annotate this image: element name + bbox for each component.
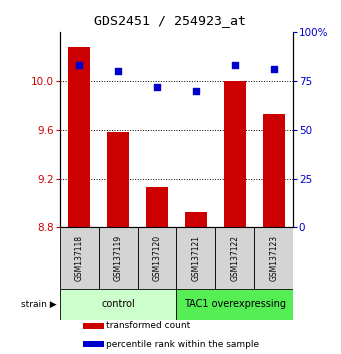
- Text: GSM137118: GSM137118: [75, 235, 84, 281]
- Text: GSM137121: GSM137121: [191, 235, 201, 281]
- Text: GSM137122: GSM137122: [231, 235, 239, 281]
- Bar: [224, 81, 246, 228]
- Point: [193, 88, 199, 93]
- Bar: [185, 212, 207, 228]
- Text: GSM137119: GSM137119: [114, 235, 122, 281]
- Point: [154, 84, 160, 90]
- Text: transformed count: transformed count: [106, 321, 191, 330]
- Bar: [177, 289, 293, 320]
- Text: TAC1 overexpressing: TAC1 overexpressing: [184, 299, 286, 309]
- Bar: [107, 132, 129, 228]
- Bar: [60, 228, 99, 289]
- Bar: [216, 228, 254, 289]
- Point: [76, 62, 82, 68]
- Text: strain ▶: strain ▶: [21, 300, 56, 309]
- Bar: [83, 341, 104, 347]
- Bar: [83, 323, 104, 329]
- Bar: [60, 289, 177, 320]
- Bar: [69, 46, 90, 228]
- Text: GSM137120: GSM137120: [152, 235, 162, 281]
- Point: [271, 66, 277, 72]
- Text: GDS2451 / 254923_at: GDS2451 / 254923_at: [94, 14, 247, 27]
- Bar: [146, 187, 168, 228]
- Bar: [177, 228, 216, 289]
- Bar: [137, 228, 177, 289]
- Text: control: control: [101, 299, 135, 309]
- Bar: [263, 114, 284, 228]
- Text: percentile rank within the sample: percentile rank within the sample: [106, 340, 260, 349]
- Point: [232, 62, 238, 68]
- Bar: [254, 228, 293, 289]
- Bar: [99, 228, 137, 289]
- Text: GSM137123: GSM137123: [269, 235, 278, 281]
- Point: [115, 68, 121, 74]
